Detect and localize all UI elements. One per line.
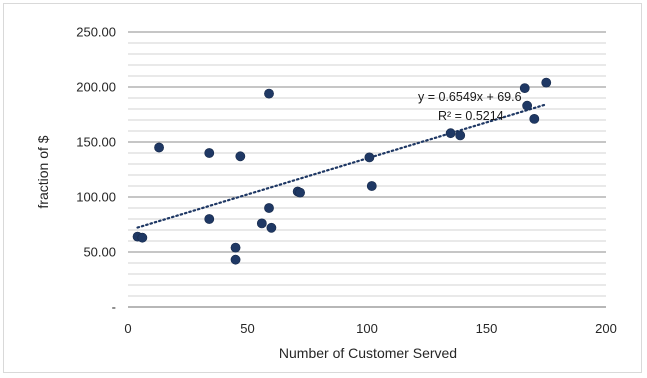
gridlines [128, 31, 606, 308]
data-point [455, 130, 466, 141]
trendline-r2: R² = 0.5214 [438, 109, 504, 123]
data-point [266, 222, 277, 233]
data-points [132, 77, 552, 265]
x-tick-label: 0 [124, 321, 131, 336]
trendline-layer [136, 103, 548, 229]
x-tick-label: 50 [240, 321, 254, 336]
data-point [264, 203, 274, 213]
data-point [230, 254, 241, 265]
data-point [256, 218, 267, 229]
x-axis-title: Number of Customer Served [279, 345, 457, 361]
data-point [230, 242, 241, 253]
y-tick-label: 150.00 [76, 135, 116, 150]
data-point [522, 100, 533, 111]
data-point [137, 232, 148, 243]
data-point [264, 88, 274, 99]
y-tick-label: 200.00 [76, 80, 116, 95]
y-axis-title: fraction of $ [35, 135, 51, 208]
data-point [529, 114, 540, 124]
scatter-chart: - 50.00 100.00 150.00 200.00 250.00 0 50 100 150 2… [35, 25, 617, 362]
data-point [235, 151, 246, 162]
data-point [204, 148, 215, 158]
data-point [364, 152, 375, 163]
data-point [519, 83, 530, 93]
y-tick-label: 250.00 [76, 25, 116, 40]
trendline-equation: y = 0.6549x + 69.6 [418, 90, 522, 104]
x-tick-label: 150 [476, 321, 498, 336]
data-point [445, 128, 456, 139]
y-tick-label: 100.00 [76, 190, 116, 205]
tick-labels: - 50.00 100.00 150.00 200.00 250.00 0 50 100 150 2… [76, 25, 617, 337]
x-tick-label: 200 [595, 321, 617, 336]
y-tick-label: - [112, 300, 116, 315]
chart-frame: - 50.00 100.00 150.00 200.00 250.00 0 50 100 150 2… [3, 3, 642, 373]
x-tick-label: 100 [356, 321, 378, 336]
data-point [541, 77, 552, 88]
data-point [154, 142, 164, 153]
data-point [366, 181, 377, 191]
data-point [295, 187, 305, 198]
y-tick-label: 50.00 [83, 245, 116, 260]
data-point [204, 214, 215, 224]
trendline [136, 103, 548, 229]
